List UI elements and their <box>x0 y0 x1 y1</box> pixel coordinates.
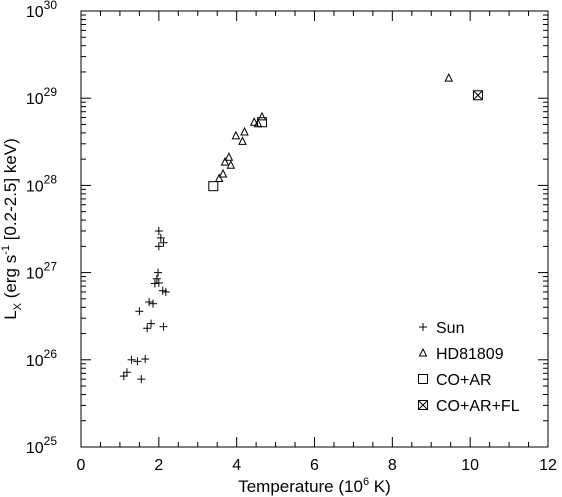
x-axis-title: Temperature (106 K) <box>238 476 391 496</box>
y-tick-label: 1027 <box>26 260 57 283</box>
triangle-shape <box>231 130 241 140</box>
legend-label: HD81809 <box>436 346 504 363</box>
point-sun <box>127 355 136 364</box>
x-tick-label: 10 <box>461 457 479 474</box>
point-sun <box>137 375 146 384</box>
point-co-ar-fl <box>472 90 483 101</box>
point-sun <box>154 242 163 251</box>
point-sun <box>141 355 150 364</box>
triangle-shape <box>220 156 230 166</box>
y-tick-label: 1028 <box>26 172 57 195</box>
square-shape <box>208 181 219 192</box>
x-tick-label: 2 <box>154 457 163 474</box>
x-ticks: 0 2 4 6 8 10 12 <box>77 11 557 474</box>
x-tick-label: 4 <box>232 457 241 474</box>
point-hd81809 <box>218 168 228 178</box>
y-tick-label: 1025 <box>26 434 57 457</box>
point-hd81809 <box>444 72 454 82</box>
point-sun <box>159 322 168 331</box>
x-tick-label: 6 <box>310 457 319 474</box>
point-sun <box>156 233 165 242</box>
point-hd81809 <box>240 126 249 136</box>
square-shape <box>418 400 428 410</box>
triangle-shape <box>240 126 249 136</box>
triangle-shape <box>238 136 247 145</box>
triangle-shape <box>218 168 228 178</box>
legend: Sun HD81809 CO+AR CO+AR+FL <box>418 320 520 415</box>
legend-marker <box>419 323 427 331</box>
legend-label: CO+AR+FL <box>436 398 520 415</box>
point-hd81809 <box>249 117 259 126</box>
y-tick-label: 1026 <box>26 347 57 370</box>
legend-item-co-ar: CO+AR <box>418 372 492 389</box>
point-sun <box>154 226 163 235</box>
point-sun <box>154 278 163 287</box>
point-sun <box>152 274 161 283</box>
x-diag-2 <box>418 400 428 410</box>
triangle-shape <box>418 347 428 357</box>
point-hd81809 <box>231 130 241 140</box>
point-hd81809 <box>257 111 267 121</box>
point-sun <box>147 319 156 328</box>
y-axis-title: LX (erg s-1 [0.2-2.5] keV) <box>0 138 24 320</box>
legend-item-hd81809: HD81809 <box>418 346 504 363</box>
y-tick-label: 1029 <box>26 85 57 108</box>
point-sun <box>133 357 142 366</box>
triangle-shape <box>444 72 454 82</box>
triangle-shape <box>226 160 236 169</box>
point-co-ar <box>256 117 267 128</box>
point-co-ar <box>208 181 219 192</box>
legend-item-co-ar-fl: CO+AR+FL <box>418 398 520 415</box>
point-sun <box>159 238 168 247</box>
y-tick-label: 1030 <box>26 0 57 21</box>
point-sun <box>150 279 159 288</box>
point-sun <box>161 287 170 296</box>
legend-marker <box>418 374 428 384</box>
point-hd81809 <box>220 156 230 166</box>
triangle-shape <box>249 117 259 126</box>
point-hd81809 <box>214 173 224 182</box>
square-shape <box>256 117 267 128</box>
triangle-shape <box>214 173 224 182</box>
legend-marker <box>418 400 428 410</box>
point-hd81809 <box>226 160 236 169</box>
point-sun <box>148 299 157 308</box>
legend-label: Sun <box>436 320 464 337</box>
legend-label: CO+AR <box>436 372 492 389</box>
square-shape <box>418 374 428 384</box>
point-hd81809 <box>238 136 247 145</box>
point-sun <box>135 307 144 316</box>
triangle-shape <box>257 111 267 121</box>
square-shape <box>472 90 483 101</box>
x-tick-label: 0 <box>77 457 86 474</box>
point-sun <box>154 268 163 277</box>
legend-marker <box>418 347 428 357</box>
data-points <box>119 72 483 384</box>
triangle-shape <box>224 152 234 161</box>
point-hd81809 <box>224 152 234 161</box>
x-tick-label: 8 <box>388 457 397 474</box>
point-sun <box>122 368 131 377</box>
point-sun <box>145 298 154 307</box>
point-sun <box>143 324 152 333</box>
y-ticks: 1025 1026 1027 1028 1029 1030 <box>26 0 548 457</box>
legend-item-sun: Sun <box>419 320 464 337</box>
x-diag-2 <box>473 90 483 101</box>
x-tick-label: 12 <box>539 457 557 474</box>
